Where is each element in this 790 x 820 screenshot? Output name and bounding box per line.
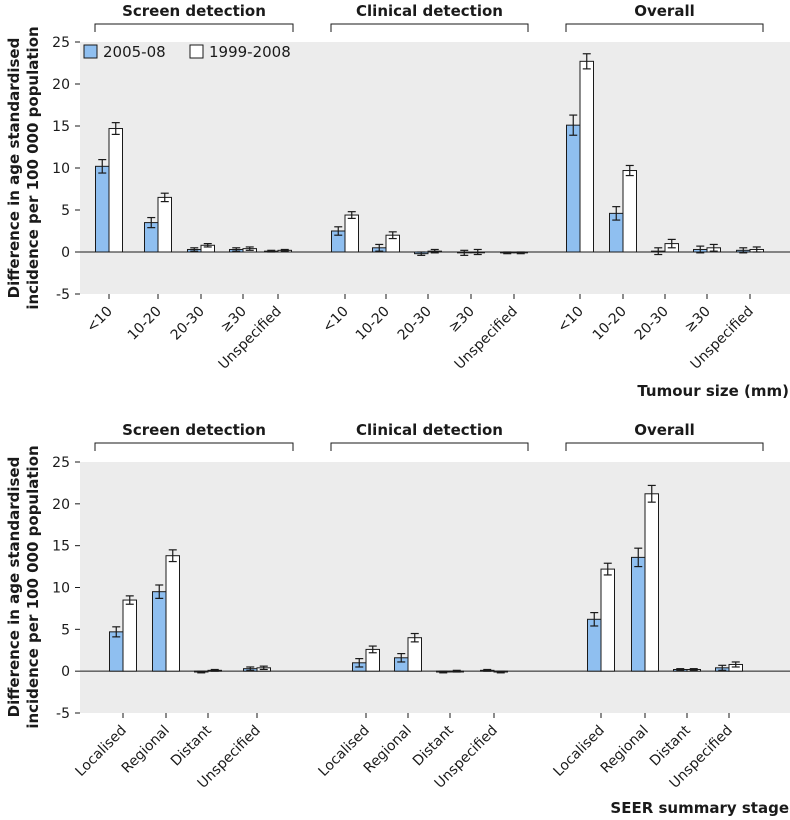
- bar-2005-08: [152, 591, 167, 672]
- plot-background: [80, 462, 790, 713]
- category-label: Localised: [551, 723, 608, 780]
- bar-2005-08: [587, 618, 602, 672]
- bar-1999-2008: [122, 599, 137, 672]
- category-label: ≥30: [446, 304, 478, 336]
- category-label: <10: [320, 304, 352, 336]
- category-label: Localised: [73, 723, 130, 780]
- chart-panel-2: -5 0 5 10 15 20 25 Difference in age standardis…: [5, 421, 790, 817]
- y-tick-label: -5: [56, 706, 70, 722]
- group-bracket: [94, 442, 294, 451]
- chart-panel-1: -5 0 5 10 15 20 25 Difference in age standardis…: [5, 2, 790, 400]
- category-label: Distant: [168, 722, 215, 769]
- y-tick-label: 5: [61, 203, 70, 219]
- group-label: Screen detection: [122, 421, 266, 439]
- category-label: Unspecified: [216, 304, 285, 373]
- bar-1999-2008: [407, 637, 422, 672]
- category-label: Regional: [119, 723, 173, 777]
- y-axis-label-line-1: Difference in age standardised: [5, 38, 23, 299]
- bar-2005-08: [109, 631, 124, 672]
- group-bracket: [330, 442, 529, 451]
- bar-2005-08: [95, 165, 110, 253]
- group-bracket: [94, 23, 294, 32]
- legend-swatch-2005-08: [83, 44, 98, 59]
- category-label: <10: [84, 304, 116, 336]
- group-bracket: [565, 23, 764, 32]
- y-tick-label: 15: [52, 119, 70, 135]
- y-tick-label: 20: [52, 497, 70, 513]
- category-label: <10: [555, 304, 587, 336]
- category-label: 10-20: [125, 304, 165, 344]
- bar-1999-2008: [165, 555, 180, 672]
- group-label: Screen detection: [122, 2, 266, 20]
- group-label: Clinical detection: [356, 421, 503, 439]
- y-tick-label: 10: [52, 161, 70, 177]
- bar-1999-2008: [108, 128, 123, 253]
- y-tick-label: 0: [61, 664, 70, 680]
- group-bracket: [330, 23, 529, 32]
- group-label: Overall: [634, 2, 695, 20]
- category-label: 10-20: [590, 304, 630, 344]
- bar-2005-08: [631, 556, 646, 672]
- group-bracket: [565, 442, 764, 451]
- y-tick-label: 25: [52, 35, 70, 51]
- x-axis-label: SEER summary stage: [610, 799, 789, 817]
- y-axis-label-line-2: incidence per 100 000 population: [24, 445, 42, 728]
- bar-1999-2008: [579, 60, 594, 253]
- plot-background: [80, 42, 790, 294]
- y-tick-label: 20: [52, 77, 70, 93]
- bar-2005-08: [566, 124, 581, 253]
- legend-swatch-1999-2008: [189, 44, 204, 59]
- y-axis-label-line-2: incidence per 100 000 population: [24, 26, 42, 309]
- x-axis-label: Tumour size (mm): [637, 382, 789, 400]
- bar-1999-2008: [157, 196, 172, 253]
- legend-label: 2005-08: [103, 43, 166, 61]
- category-label: 20-30: [632, 304, 672, 344]
- y-axis-label-line-1: Difference in age standardised: [5, 457, 23, 718]
- group-label: Clinical detection: [356, 2, 503, 20]
- bar-1999-2008: [344, 214, 359, 253]
- category-label: ≥30: [682, 304, 714, 336]
- group-label: Overall: [634, 421, 695, 439]
- y-tick-label: 0: [61, 245, 70, 261]
- category-label: 20-30: [395, 304, 435, 344]
- category-label: Localised: [316, 723, 373, 780]
- bar-1999-2008: [600, 568, 615, 672]
- y-tick-label: 5: [61, 622, 70, 638]
- category-label: Regional: [598, 723, 652, 777]
- category-label: 10-20: [353, 304, 393, 344]
- bar-1999-2008: [644, 493, 659, 672]
- y-tick-label: -5: [56, 287, 70, 303]
- legend-label: 1999-2008: [209, 43, 291, 61]
- y-tick-label: 10: [52, 581, 70, 597]
- category-label: 20-30: [168, 304, 208, 344]
- y-tick-label: 15: [52, 539, 70, 555]
- legend: 2005-08 1999-2008: [83, 43, 291, 61]
- y-tick-label: 25: [52, 455, 70, 471]
- bar-1999-2008: [622, 170, 637, 253]
